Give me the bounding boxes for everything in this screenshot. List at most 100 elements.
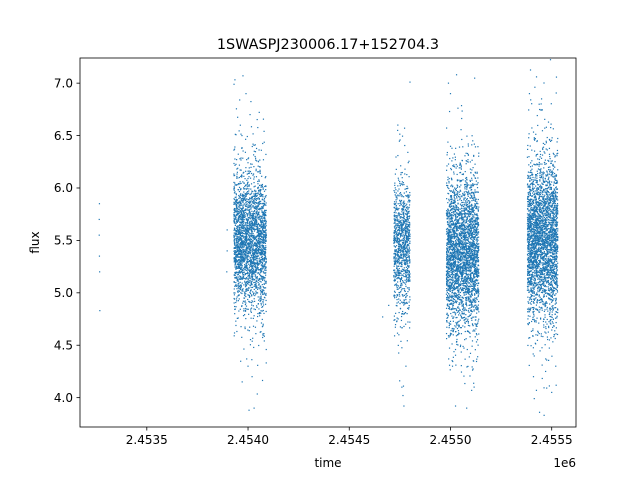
data-point <box>393 218 395 220</box>
data-point <box>403 270 405 272</box>
data-point <box>253 252 256 255</box>
data-point <box>409 276 411 278</box>
data-point <box>393 216 396 218</box>
data-point <box>261 298 263 301</box>
data-point <box>233 187 235 190</box>
data-point <box>467 242 469 244</box>
data-point <box>408 248 410 250</box>
data-point <box>409 273 411 275</box>
data-point <box>474 197 476 199</box>
data-point <box>250 200 252 202</box>
data-point <box>460 164 462 166</box>
data-point <box>473 154 475 157</box>
data-point <box>405 235 407 237</box>
data-point <box>397 209 399 211</box>
data-point <box>235 230 238 232</box>
data-point <box>243 214 245 216</box>
data-point <box>405 302 407 304</box>
data-point <box>404 290 406 292</box>
data-point <box>393 232 396 234</box>
data-point <box>236 171 238 173</box>
data-point <box>234 146 236 148</box>
data-point <box>465 297 468 299</box>
data-point <box>263 247 265 249</box>
data-point <box>243 246 245 248</box>
data-point <box>239 255 242 258</box>
data-point <box>454 219 456 222</box>
data-point <box>460 351 462 353</box>
data-point <box>464 213 466 215</box>
data-point <box>256 315 259 318</box>
data-point <box>263 254 265 256</box>
data-point <box>460 314 462 316</box>
data-point <box>395 218 397 221</box>
data-point <box>402 219 405 221</box>
data-point <box>466 290 468 293</box>
data-point <box>397 281 399 283</box>
data-point <box>236 168 238 170</box>
data-point <box>408 246 410 248</box>
data-point <box>449 231 451 233</box>
data-point <box>242 210 244 212</box>
data-point <box>265 280 267 282</box>
data-point <box>259 296 261 298</box>
data-point <box>261 261 263 263</box>
data-point <box>241 214 243 216</box>
data-point <box>257 203 259 205</box>
data-point <box>250 241 252 243</box>
data-point <box>248 242 250 244</box>
data-point <box>471 220 473 223</box>
data-point <box>259 238 261 240</box>
data-point <box>406 245 408 247</box>
data-point <box>248 245 251 248</box>
data-point <box>407 263 409 265</box>
data-point <box>265 249 267 251</box>
data-point <box>260 250 262 252</box>
data-point <box>446 270 448 273</box>
data-point <box>258 313 261 315</box>
data-point <box>474 200 476 202</box>
data-point <box>259 260 262 263</box>
data-point <box>400 199 403 202</box>
data-point <box>255 244 257 246</box>
data-point <box>454 159 456 161</box>
data-point <box>262 202 265 205</box>
data-point <box>476 236 478 239</box>
data-point <box>241 256 243 259</box>
data-point <box>247 252 249 254</box>
data-point <box>261 259 264 261</box>
data-point <box>248 243 250 246</box>
data-point <box>406 212 409 214</box>
data-point <box>245 227 247 229</box>
data-point <box>457 256 460 258</box>
data-point <box>472 254 475 257</box>
data-point <box>251 261 253 264</box>
data-point <box>407 291 409 293</box>
data-point <box>402 394 404 397</box>
data-point <box>253 298 255 300</box>
data-point <box>409 233 411 235</box>
data-point <box>237 116 239 118</box>
data-point <box>260 259 262 261</box>
data-point <box>254 275 256 277</box>
data-point <box>257 241 259 243</box>
data-point <box>234 196 236 198</box>
data-point <box>454 200 456 202</box>
data-point <box>233 212 235 214</box>
data-point <box>234 277 236 279</box>
data-point <box>252 199 254 201</box>
data-point <box>399 182 401 185</box>
data-point <box>252 224 254 227</box>
data-point <box>448 213 450 215</box>
data-point <box>448 324 450 327</box>
data-point <box>241 244 243 246</box>
data-point <box>243 251 245 253</box>
data-point <box>260 290 262 293</box>
data-point <box>403 248 406 251</box>
data-point <box>472 236 474 238</box>
data-point <box>409 321 411 323</box>
data-point <box>249 280 251 282</box>
data-point <box>462 236 465 238</box>
data-point <box>265 258 267 260</box>
data-point <box>246 231 248 233</box>
